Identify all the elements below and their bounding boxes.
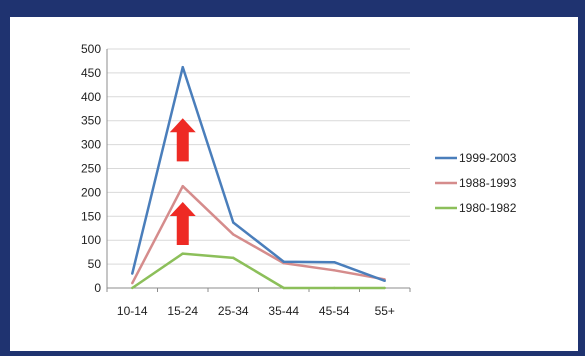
- y-tick-label: 50: [88, 257, 102, 271]
- y-tick-label: 450: [81, 66, 101, 80]
- data-point-1999-2003: [333, 260, 336, 264]
- y-tick-label: 500: [81, 42, 101, 56]
- data-point-1999-2003: [383, 279, 386, 283]
- y-tick-label: 0: [94, 281, 101, 295]
- data-point-1980-1982: [131, 286, 134, 290]
- data-point-1988-1993: [232, 233, 235, 236]
- data-point-1988-1993: [333, 269, 336, 272]
- y-tick-label: 150: [81, 209, 101, 223]
- line-chart: 0 50 100 150 200 250 300 350 400 450 500 10-14 15-24…: [81, 42, 517, 318]
- data-point-1980-1982: [282, 286, 285, 290]
- up-arrow-icon: [169, 118, 196, 162]
- y-tick-label: 100: [81, 233, 101, 247]
- series-line-1980-1982: [131, 252, 385, 290]
- series-line-1988-1993: [131, 184, 385, 284]
- data-point-1999-2003: [232, 221, 235, 224]
- x-tick-label: 15-24: [167, 304, 198, 318]
- chart-panel: 0 50 100 150 200 250 300 350 400 450 500 10-14 15-24…: [10, 17, 578, 351]
- data-point-1999-2003: [181, 65, 184, 69]
- legend-label: 1988-1993: [459, 176, 517, 190]
- y-tick-label: 400: [81, 90, 101, 104]
- x-tick-label: 10-14: [117, 304, 148, 318]
- data-point-1980-1982: [181, 252, 184, 255]
- data-point-1980-1982: [383, 286, 386, 290]
- y-tick-label: 300: [81, 138, 101, 152]
- y-tick-label: 250: [81, 162, 101, 176]
- x-tick-label: 55+: [375, 304, 395, 318]
- legend-label: 1999-2003: [459, 151, 517, 165]
- series-line-1999-2003: [131, 65, 386, 283]
- data-point-1999-2003: [131, 272, 134, 275]
- data-point-1980-1982: [333, 286, 336, 290]
- up-arrow-icon: [169, 201, 196, 245]
- x-tick-label: 35-44: [268, 304, 299, 318]
- legend-label: 1980-1982: [459, 201, 517, 215]
- data-point-1988-1993: [131, 282, 134, 285]
- data-point-1999-2003: [282, 260, 285, 263]
- x-tick-label: 45-54: [319, 304, 350, 318]
- y-tick-label: 200: [81, 185, 101, 199]
- x-tick-label: 25-34: [218, 304, 249, 318]
- data-point-1988-1993: [181, 184, 184, 188]
- data-point-1980-1982: [232, 256, 235, 260]
- y-tick-label: 350: [81, 114, 101, 128]
